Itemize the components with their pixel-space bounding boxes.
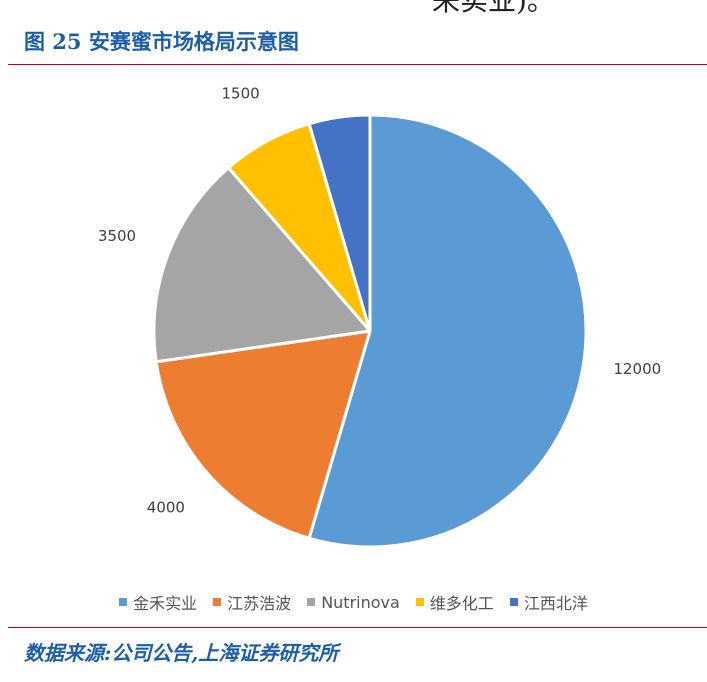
legend-item-3: Nutrinova	[307, 593, 400, 612]
legend-swatch	[119, 598, 128, 606]
legend-swatch	[307, 598, 316, 606]
source-note: 数据来源:公司公告,上海证券研究所	[24, 641, 339, 665]
data-label-4: 1500	[222, 85, 260, 103]
pie-slice-2	[154, 329, 372, 540]
legend-label: 江西北洋	[523, 594, 588, 613]
legend-swatch	[213, 598, 222, 606]
legend-label: 江苏浩波	[227, 594, 292, 613]
legend-swatch	[415, 598, 424, 606]
pie-slice-5	[307, 113, 372, 333]
pie-slice-3	[152, 166, 372, 364]
chart-legend: 金禾实业 江苏浩波 Nutrinova 维多化工 江西北洋	[0, 590, 707, 614]
legend-item-1: 金禾实业	[119, 590, 197, 614]
figure-title: 图 25 安赛蜜市场格局示意图	[24, 29, 299, 54]
data-label-5: 1000	[313, 70, 351, 72]
legend-item-4: 维多化工	[415, 590, 494, 614]
previous-text-fragment: 来实业)。	[432, 0, 555, 17]
pie-slice-1	[307, 113, 588, 549]
legend-label: 维多化工	[429, 594, 494, 613]
top-divider	[8, 64, 707, 65]
data-label-2: 4000	[147, 498, 185, 516]
legend-item-5: 江西北洋	[509, 590, 588, 614]
legend-label: 金禾实业	[133, 594, 198, 613]
data-label-3: 3500	[98, 227, 136, 245]
legend-item-2: 江苏浩波	[213, 590, 291, 614]
data-label-1: 12000	[613, 360, 661, 378]
bottom-divider	[8, 627, 707, 628]
legend-label: Nutrinova	[321, 592, 400, 612]
legend-swatch	[509, 598, 518, 606]
pie-chart: 12000 4000 3500 1500 1000	[98, 70, 661, 549]
